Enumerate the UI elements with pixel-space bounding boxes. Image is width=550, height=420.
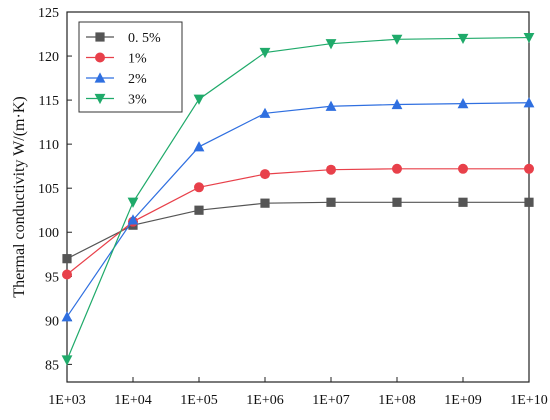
y-axis: 85 90 95 100 105 110 115 120 125 [38, 6, 72, 373]
x-tick-label: 1E+08 [378, 393, 415, 408]
legend-item: 3% [86, 93, 147, 108]
data-point [194, 205, 204, 215]
data-point [392, 197, 402, 207]
series-line [66, 102, 530, 318]
data-point [61, 311, 73, 322]
data-point [326, 164, 336, 175]
legend-item: 0. 5% [86, 31, 161, 46]
data-point [458, 197, 468, 207]
y-tick-label: 105 [38, 182, 59, 197]
series-layer [61, 32, 535, 366]
x-tick-label: 1E+10 [510, 393, 547, 408]
y-tick-label: 115 [39, 94, 59, 109]
y-tick-label: 90 [45, 314, 59, 329]
data-point [325, 39, 337, 50]
y-tick-label: 100 [38, 226, 59, 241]
data-point [260, 198, 270, 208]
x-axis: 1E+03 1E+04 1E+05 1E+06 1E+07 1E+08 1E+09 1E+10 [48, 377, 548, 408]
data-point [457, 33, 469, 45]
legend-label: 1% [128, 52, 147, 67]
x-tick-label: 1E+04 [114, 393, 151, 408]
series-3 [61, 97, 535, 322]
legend-marker [95, 52, 105, 63]
x-tick-label: 1E+09 [444, 393, 481, 408]
series-4 [61, 32, 535, 366]
data-point [458, 163, 468, 174]
x-tick-label: 1E+07 [312, 393, 349, 408]
data-point [392, 163, 402, 174]
data-point [260, 169, 270, 180]
legend-item: 2% [86, 72, 147, 87]
legend: 0. 5% 1% 2% 3% [78, 21, 183, 113]
data-point [523, 32, 535, 44]
y-tick-label: 110 [39, 138, 59, 153]
data-point [391, 34, 403, 45]
data-point [62, 269, 72, 280]
y-tick-label: 95 [45, 270, 59, 285]
series-line [66, 168, 529, 275]
x-tick-label: 1E+03 [48, 393, 85, 408]
data-point [193, 141, 205, 152]
series-line [66, 36, 530, 361]
data-point [326, 197, 336, 207]
data-point [524, 163, 534, 174]
data-point [194, 182, 204, 193]
legend-marker [95, 32, 105, 42]
x-tick-label: 1E+05 [180, 393, 217, 408]
data-point [62, 254, 72, 264]
x-tick-label: 1E+06 [246, 393, 283, 408]
y-axis-title: Thermal conductivity W/(m·K) [11, 96, 28, 297]
data-point [259, 47, 271, 59]
data-point [523, 97, 535, 108]
data-point [127, 197, 139, 208]
data-point [61, 355, 73, 366]
legend-label: 3% [128, 93, 147, 108]
legend-label: 0. 5% [128, 31, 161, 46]
y-tick-label: 85 [45, 358, 59, 373]
data-point [391, 98, 403, 110]
data-point [457, 98, 469, 109]
data-point [325, 100, 337, 111]
legend-item: 1% [86, 52, 147, 67]
series-line [66, 201, 529, 260]
y-tick-label: 120 [38, 50, 59, 65]
data-point [127, 214, 139, 225]
data-point [193, 94, 205, 105]
data-point [259, 107, 271, 118]
legend-marker [94, 93, 106, 105]
data-point [524, 197, 534, 207]
legend-marker [94, 72, 106, 83]
y-tick-label: 125 [38, 6, 59, 21]
legend-label: 2% [128, 72, 147, 87]
